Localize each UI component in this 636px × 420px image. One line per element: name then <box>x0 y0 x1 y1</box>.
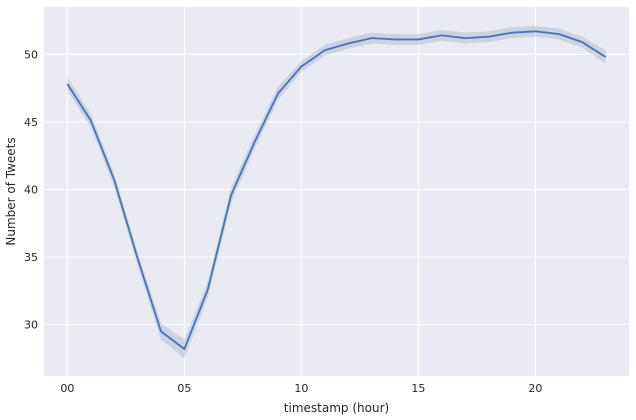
series-line <box>66 30 607 350</box>
x-tick-label: 10 <box>294 382 308 395</box>
x-axis-ticks: 00 05 10 15 20 <box>60 382 542 395</box>
x-tick-label: 15 <box>411 382 425 395</box>
y-tick-label: 45 <box>24 116 38 129</box>
y-axis-label: Number of Tweets <box>4 137 18 245</box>
series-line-layer <box>66 30 607 350</box>
plot-background <box>44 7 629 376</box>
x-axis-label: timestamp (hour) <box>284 401 389 415</box>
y-tick-label: 35 <box>24 251 38 264</box>
y-axis-ticks: 30 35 40 45 50 <box>24 48 38 331</box>
x-tick-label: 20 <box>528 382 542 395</box>
x-tick-label: 05 <box>177 382 191 395</box>
x-tick-label: 00 <box>60 382 74 395</box>
y-tick-label: 50 <box>24 48 38 61</box>
y-tick-label: 40 <box>24 183 38 196</box>
y-tick-label: 30 <box>24 319 38 332</box>
grid <box>44 7 629 376</box>
